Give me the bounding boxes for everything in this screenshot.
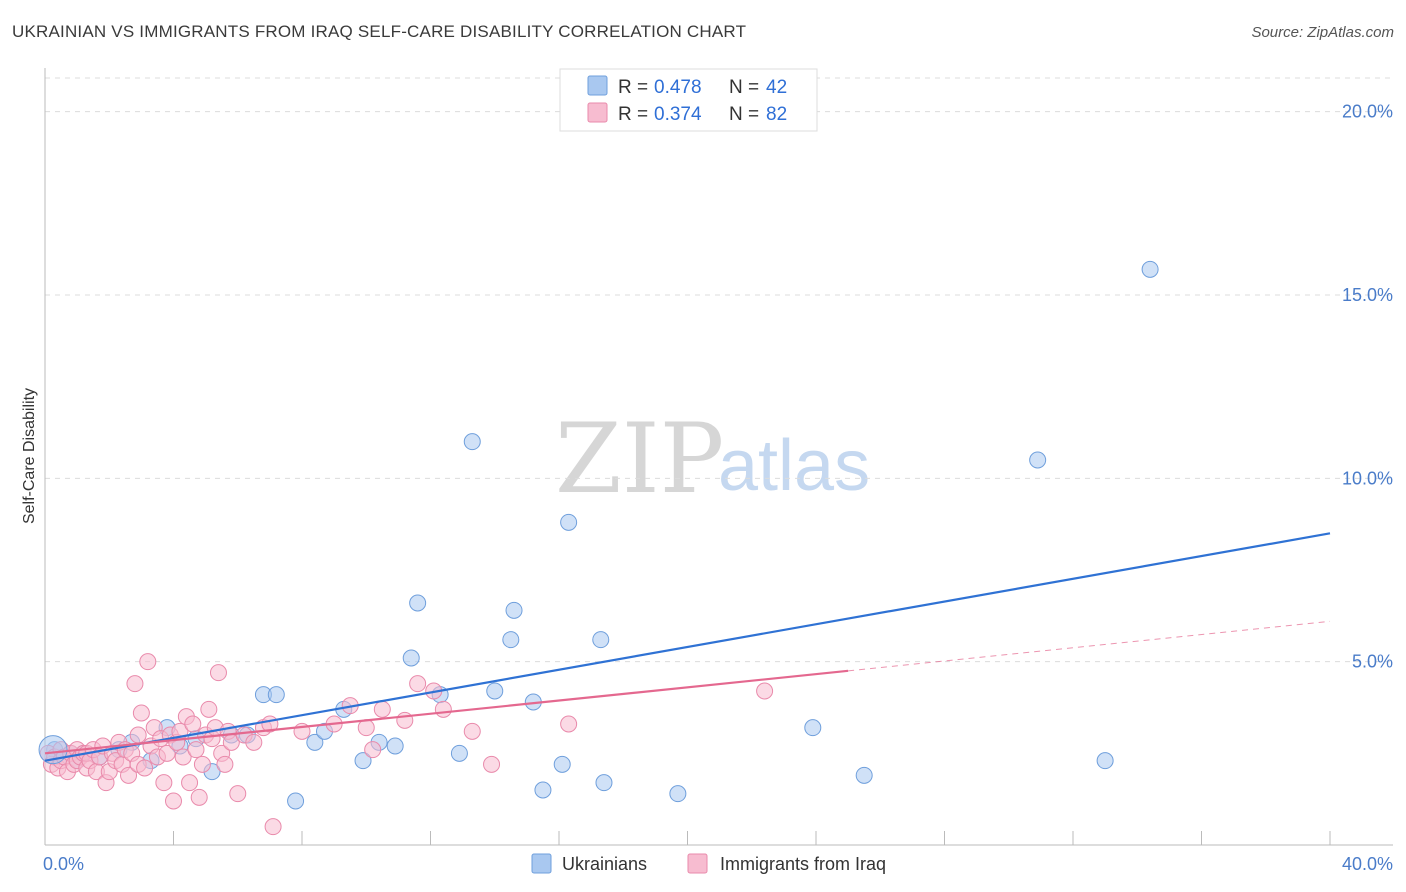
data-point: [560, 513, 578, 531]
legend-swatch-ukrainians: [587, 75, 608, 96]
data-point: [181, 774, 199, 792]
data-point: [434, 700, 452, 718]
data-point: [595, 774, 613, 792]
bottom-legend-label-iraq: Immigrants from Iraq: [720, 854, 886, 874]
data-point: [560, 715, 578, 733]
legend-n-label-iraq: N =: [729, 104, 759, 125]
trend-line-iraq-extrapolated: [848, 620, 1331, 672]
legend-r-label-iraq: R =: [618, 104, 648, 125]
trend-layer: [44, 532, 1331, 762]
x-tick-label: 40.0%: [1342, 854, 1393, 874]
data-point: [483, 755, 501, 773]
data-point: [409, 675, 427, 693]
data-point: [129, 726, 147, 744]
legend-n-value-ukrainians: 42: [766, 77, 787, 98]
data-point: [216, 755, 234, 773]
data-point: [200, 700, 218, 718]
legend-r-value-ukrainians: 0.478: [654, 77, 702, 98]
data-point: [669, 785, 687, 803]
legend-swatch-iraq: [587, 102, 608, 123]
data-point: [165, 792, 182, 810]
data-point: [136, 759, 154, 777]
data-point: [364, 741, 382, 759]
data-point: [450, 744, 468, 762]
axes: [44, 68, 1393, 846]
data-point: [553, 755, 571, 773]
data-point: [1029, 451, 1047, 469]
gridlines: [45, 77, 1395, 663]
series-iraq-points: [39, 653, 774, 836]
data-point: [229, 785, 247, 803]
data-point: [505, 601, 523, 619]
legend-n-label-ukrainians: N =: [729, 77, 759, 98]
trend-line-iraq: [44, 669, 849, 755]
data-point: [209, 664, 227, 682]
data-point: [357, 719, 375, 737]
data-point: [287, 792, 305, 810]
bottom-legend-swatch-iraq: [687, 853, 708, 874]
data-point: [174, 748, 192, 766]
data-point: [267, 686, 285, 704]
legend-r-label-ukrainians: R =: [618, 77, 648, 98]
data-point: [592, 631, 610, 649]
y-tick-label: 10.0%: [1342, 468, 1393, 488]
data-point: [486, 682, 504, 700]
bottom-legend-label-ukrainians: Ukrainians: [562, 854, 647, 874]
y-axis-label: Self-Care Disability: [21, 388, 38, 524]
watermark-zip: ZIP: [555, 403, 724, 515]
data-point: [804, 719, 822, 737]
data-point: [1141, 260, 1159, 278]
data-point: [193, 755, 211, 773]
data-point: [1096, 752, 1114, 770]
points-layer: [38, 260, 1159, 836]
data-point: [386, 737, 404, 755]
data-point: [373, 700, 391, 718]
y-tick-label: 15.0%: [1342, 285, 1393, 305]
chart-title: UKRAINIAN VS IMMIGRANTS FROM IRAQ SELF-C…: [12, 22, 747, 41]
data-point: [184, 715, 202, 733]
watermark: ZIP atlas: [555, 403, 870, 515]
data-point: [756, 682, 774, 700]
data-point: [155, 774, 173, 792]
y-tick-label: 5.0%: [1352, 652, 1393, 672]
data-point: [126, 675, 144, 693]
ticks-layer: 5.0% 10.0% 15.0% 20.0% 0.0% 40.0%: [43, 102, 1393, 874]
data-point: [245, 733, 263, 751]
data-point: [190, 788, 208, 806]
data-point: [402, 649, 420, 667]
data-point: [855, 766, 873, 784]
data-point: [132, 704, 150, 722]
bottom-legend: Ukrainians Immigrants from Iraq: [531, 853, 886, 874]
data-point: [306, 733, 324, 751]
data-point: [409, 594, 427, 612]
data-point: [187, 741, 205, 759]
data-point: [502, 631, 520, 649]
data-point: [120, 766, 138, 784]
watermark-atlas: atlas: [718, 426, 870, 506]
y-tick-label: 20.0%: [1342, 102, 1393, 122]
data-point: [463, 722, 481, 740]
data-point: [264, 818, 282, 836]
legend-n-value-iraq: 82: [766, 104, 787, 125]
data-point: [354, 752, 372, 770]
trend-line-ukrainians: [44, 532, 1331, 762]
top-legend: R = 0.478 N = 42 R = 0.374 N = 82: [559, 68, 818, 132]
x-tick-label: 0.0%: [43, 854, 84, 874]
bottom-legend-swatch-ukrainians: [531, 853, 552, 874]
data-point: [463, 433, 481, 451]
chart-source: Source: ZipAtlas.com: [1251, 24, 1394, 41]
data-point: [139, 653, 157, 671]
data-point: [158, 744, 176, 762]
data-point: [534, 781, 552, 799]
legend-r-value-iraq: 0.374: [654, 104, 702, 125]
data-point-cluster: [38, 735, 68, 765]
